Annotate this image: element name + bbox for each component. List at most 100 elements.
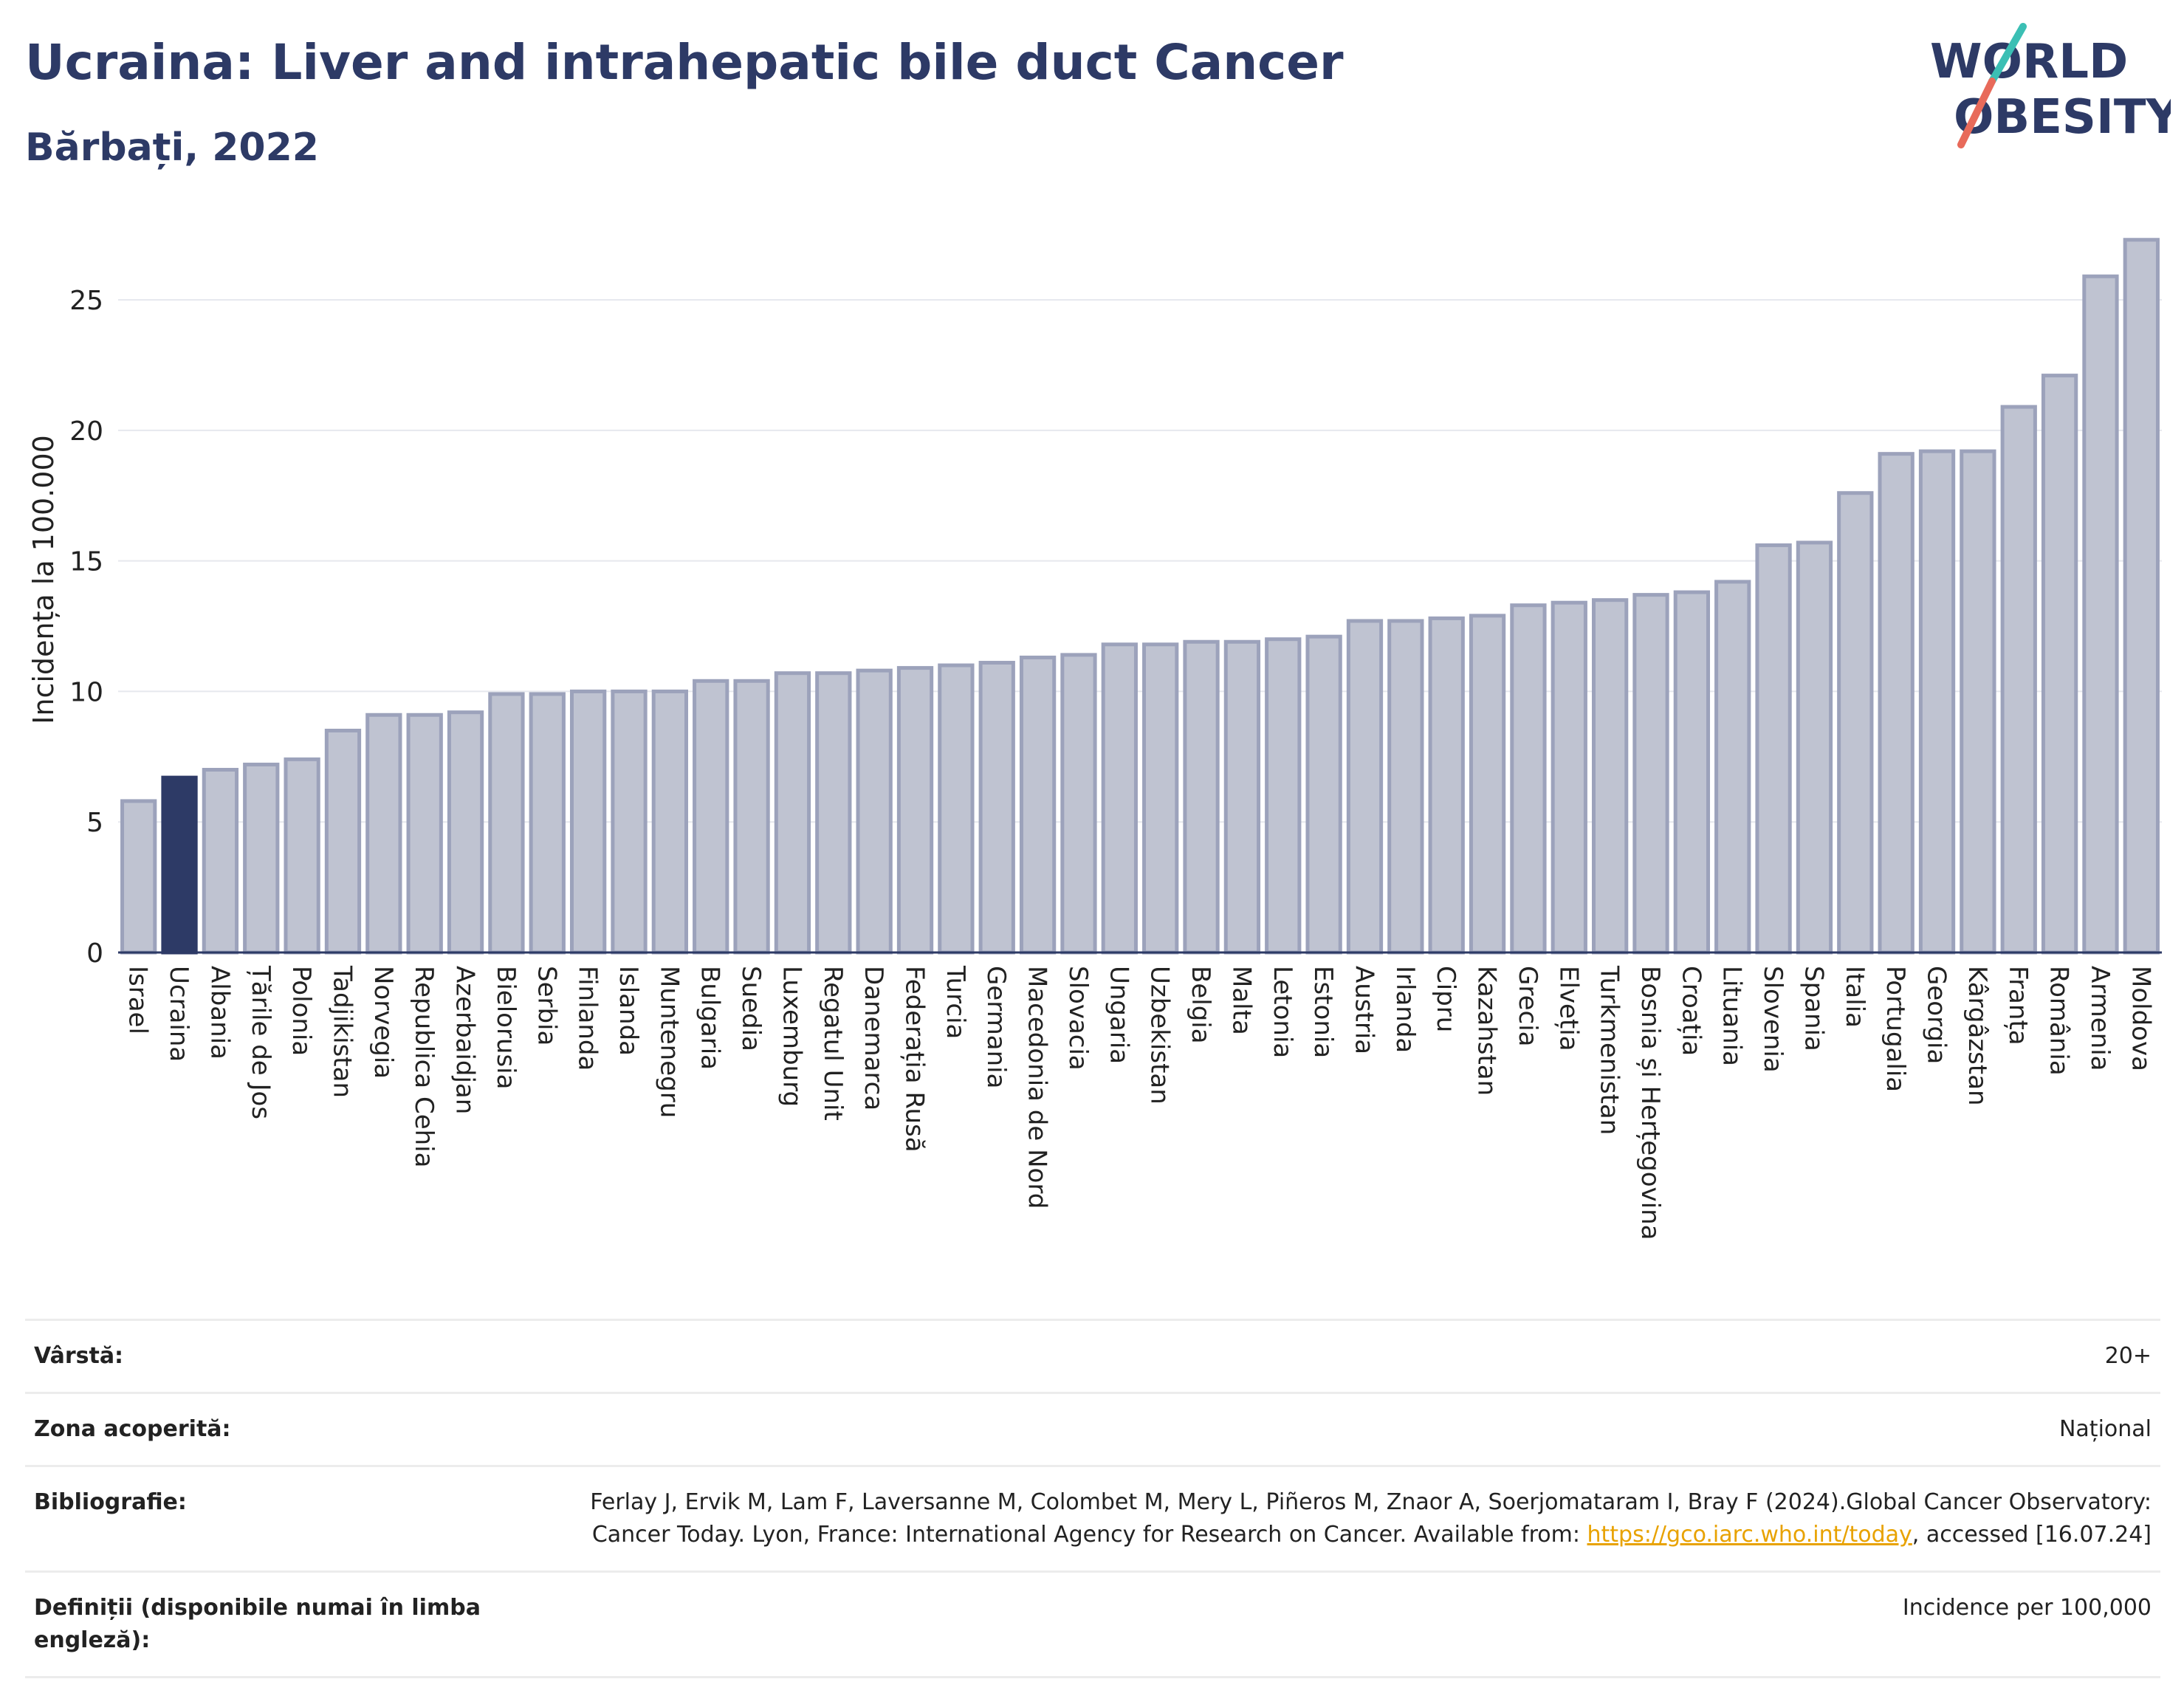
x-tick-label: Kazahstan: [1472, 966, 1502, 1096]
bar-chart: 0 5 10 15 20 25 Israel Ucraina Albania Țările de…: [27, 238, 2162, 1240]
bar-finlanda[interactable]: [569, 689, 607, 955]
x-tick-label: Bosnia și Herțegovina: [1635, 966, 1665, 1240]
x-tick-label: Slovacia: [1063, 966, 1093, 1071]
x-tick-label: Regatul Unit: [818, 966, 848, 1121]
bar-elveția[interactable]: [1551, 600, 1587, 955]
x-tick-label: Suedia: [736, 966, 766, 1051]
bar-federația-rusă[interactable]: [896, 666, 934, 955]
metadata-table: Vârstă: 20+ Zona acoperită: Național Bib…: [25, 1319, 2160, 1678]
x-tick-label: Elveția: [1553, 966, 1583, 1051]
x-tick-label: Țările de Jos: [246, 965, 275, 1119]
x-tick-label: Moldova: [2126, 966, 2155, 1071]
bar-georgia[interactable]: [1918, 449, 1956, 955]
bar-tadjikistan[interactable]: [324, 728, 362, 955]
x-tick-label: Italia: [1840, 966, 1869, 1028]
bib-text-1: Ferlay J, Ervik M, Lam F, Laversanne M, …: [590, 1489, 2152, 1548]
bar-letonia[interactable]: [1265, 637, 1302, 955]
page-title: Ucraina: Liver and intrahepatic bile duc…: [25, 34, 1344, 91]
bar-estonia[interactable]: [1305, 634, 1342, 955]
bar-azerbaidjan[interactable]: [447, 710, 484, 955]
bar-austria[interactable]: [1346, 619, 1384, 955]
x-tick-label: Germania: [981, 966, 1011, 1088]
x-tick-label: Ungaria: [1104, 966, 1133, 1064]
bar-islanda[interactable]: [611, 689, 648, 955]
y-tick-label: 20: [69, 416, 103, 447]
bar-spania[interactable]: [1796, 540, 1833, 955]
x-tick-label: Bielorusia: [491, 966, 521, 1089]
x-tick-label: Danemarca: [859, 966, 888, 1110]
bar-ucraina[interactable]: [161, 775, 198, 955]
bar-kârgâzstan[interactable]: [1960, 449, 1996, 955]
bar-bosnia-și-herțegovina[interactable]: [1632, 593, 1669, 955]
bar-albania[interactable]: [202, 768, 239, 955]
bar-muntenegru[interactable]: [651, 689, 689, 955]
bar-slovenia[interactable]: [1755, 543, 1792, 955]
bar-bielorusia[interactable]: [488, 692, 525, 955]
bar-uzbekistan[interactable]: [1142, 642, 1179, 955]
x-tick-label: Finlanda: [573, 966, 602, 1071]
logo-line1: WORLD: [1930, 35, 2128, 89]
bar-armenia[interactable]: [2082, 274, 2119, 955]
x-tick-label: Ucraina: [164, 966, 193, 1062]
bar-kazahstan[interactable]: [1469, 614, 1506, 955]
bar-românia[interactable]: [2041, 374, 2078, 955]
bar-țările-de-jos[interactable]: [243, 762, 280, 955]
bar-bulgaria[interactable]: [693, 679, 729, 955]
bar-lituania[interactable]: [1714, 580, 1751, 955]
bar-moldova[interactable]: [2123, 238, 2160, 955]
bar-republica-cehia[interactable]: [406, 713, 443, 955]
x-tick-label: Cipru: [1431, 966, 1460, 1032]
x-tick-label: Croația: [1676, 966, 1706, 1056]
bar-franța[interactable]: [2000, 405, 2037, 955]
x-tick-label: Malta: [1226, 966, 1256, 1035]
x-tick-label: Republica Cehia: [409, 966, 439, 1167]
bar-danemarca[interactable]: [856, 668, 893, 955]
bar-belgia[interactable]: [1183, 639, 1220, 955]
bar-norvegia[interactable]: [365, 713, 402, 955]
meta-bib-label: Bibliografie:: [34, 1489, 187, 1515]
x-axis: Israel Ucraina Albania Țările de Jos Polonia…: [118, 951, 2162, 1240]
bar-turcia[interactable]: [938, 663, 975, 955]
bar-germania[interactable]: [978, 661, 1015, 955]
meta-bib-value: Ferlay J, Ervik M, Lam F, Laversanne M, …: [564, 1486, 2152, 1551]
x-tick-label: Austria: [1349, 966, 1378, 1054]
bar-serbia[interactable]: [529, 692, 566, 955]
bar-portugalia[interactable]: [1878, 452, 1915, 955]
bib-link[interactable]: https://gco.iarc.who.int/today: [1587, 1522, 1912, 1548]
bar-suedia[interactable]: [733, 679, 770, 955]
bar-regatul-unit[interactable]: [815, 671, 852, 955]
x-tick-label: Azerbaidjan: [450, 966, 480, 1114]
bar-polonia[interactable]: [284, 757, 320, 955]
bar-slovacia[interactable]: [1060, 653, 1097, 955]
y-tick-label: 5: [86, 808, 103, 838]
logo-slash-coral: [1957, 78, 1996, 148]
bar-cipru[interactable]: [1428, 616, 1465, 955]
y-tick-label: 10: [69, 677, 103, 707]
x-tick-label: Macedonia de Nord: [1023, 966, 1052, 1209]
x-tick-label: Grecia: [1513, 966, 1542, 1046]
bar-ungaria[interactable]: [1101, 642, 1138, 955]
bar-israel[interactable]: [120, 799, 157, 955]
x-tick-label: Kârgâzstan: [1962, 966, 1992, 1106]
logo-slash-teal: [1988, 23, 2027, 85]
bar-turkmenistan[interactable]: [1591, 598, 1629, 955]
bar-malta[interactable]: [1223, 639, 1261, 955]
logo-line2: OBESITY: [1954, 90, 2171, 145]
y-axis-label: Incidența la 100.000: [27, 435, 60, 724]
x-tick-label: Irlanda: [1390, 966, 1420, 1053]
bar-italia[interactable]: [1837, 491, 1874, 955]
meta-def-value: Incidence per 100,000: [1902, 1595, 2152, 1621]
bar-luxemburg[interactable]: [774, 671, 811, 955]
x-tick-label: Letonia: [1268, 966, 1297, 1058]
x-tick-label: Franța: [2003, 966, 2033, 1046]
x-tick-label: Islanda: [614, 966, 643, 1056]
x-tick-label: Lituania: [1717, 966, 1747, 1066]
bar-macedonia-de-nord[interactable]: [1019, 655, 1057, 955]
world-obesity-logo: WORLD OBESITY: [1930, 23, 2171, 148]
bar-croația[interactable]: [1673, 590, 1711, 955]
y-tick-label: 25: [69, 286, 103, 316]
bar-grecia[interactable]: [1510, 603, 1547, 955]
bar-irlanda[interactable]: [1387, 619, 1424, 955]
x-tick-label: Portugalia: [1881, 966, 1910, 1092]
x-tick-label: Serbia: [532, 966, 561, 1046]
